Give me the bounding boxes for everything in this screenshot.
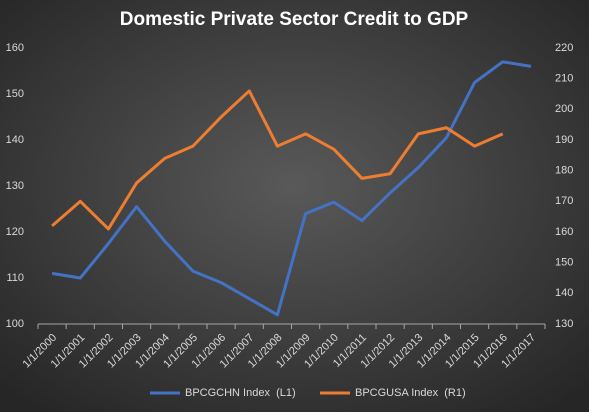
- y2-tick-label: 170: [555, 195, 573, 207]
- y2-tick-label: 160: [555, 226, 573, 238]
- legend-label: BPCGCHN Index (L1): [185, 387, 296, 399]
- y-tick-label: 120: [6, 226, 24, 238]
- y2-tick-label: 200: [555, 103, 573, 115]
- legend-label: BPCGUSA Index (R1): [355, 387, 466, 399]
- y-tick-label: 160: [6, 42, 24, 54]
- y-tick-label: 110: [6, 272, 24, 284]
- y-tick-label: 140: [6, 134, 24, 146]
- y-tick-label: 130: [6, 180, 24, 192]
- y2-tick-label: 220: [555, 42, 573, 54]
- series-line: [51, 60, 532, 317]
- y-tick-label: 100: [6, 318, 24, 330]
- y-tick-label: 150: [6, 88, 24, 100]
- y2-tick-label: 190: [555, 134, 573, 146]
- y2-tick-label: 150: [555, 257, 573, 269]
- chart-title: Domestic Private Sector Credit to GDP: [120, 9, 469, 30]
- series-line: [51, 89, 504, 231]
- y2-tick-label: 140: [555, 287, 573, 299]
- y2-tick-label: 180: [555, 165, 573, 177]
- y2-tick-label: 130: [555, 318, 573, 330]
- y2-tick-label: 210: [555, 73, 573, 85]
